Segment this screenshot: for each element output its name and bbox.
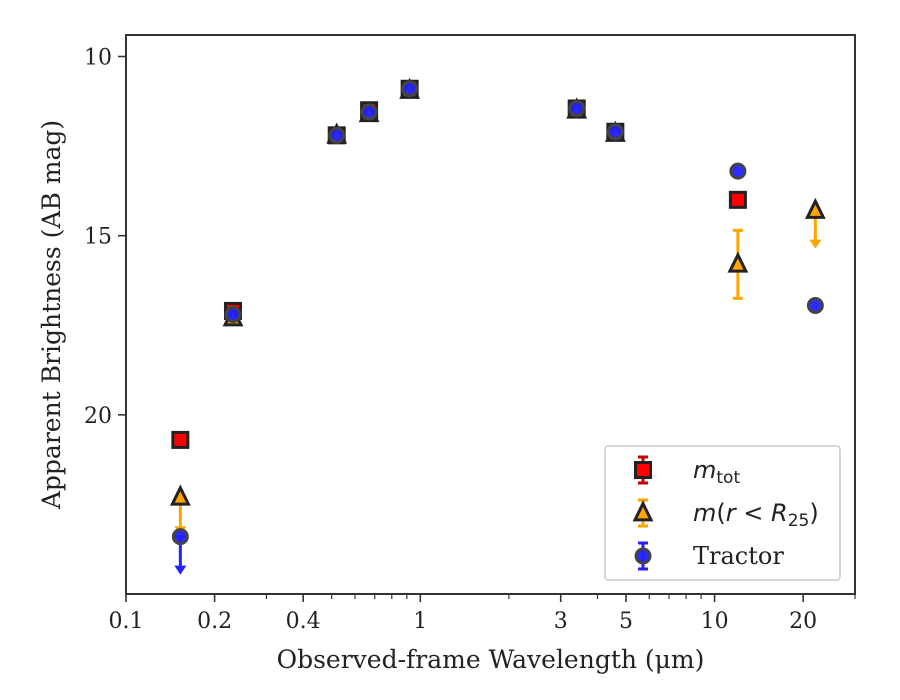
data-point (568, 99, 586, 117)
x-tick-label: 1 (413, 609, 427, 634)
data-point (806, 297, 824, 315)
legend-entry-m-tot: mtot (634, 455, 740, 488)
data-point (401, 80, 419, 98)
legend-marker (632, 500, 654, 522)
legend-label: Tractor (693, 542, 784, 570)
x-tick-label: 0.4 (286, 609, 321, 634)
data-point (606, 123, 624, 141)
y-axis-label: Apparent Brightness (AB mag) (37, 120, 66, 510)
legend-label: mtot (693, 456, 740, 488)
legend-entry-m-r-r25: m(r < R25) (632, 498, 819, 531)
legend-label: m(r < R25) (693, 499, 819, 531)
legend-marker (634, 547, 652, 565)
series-m-tot (171, 79, 747, 449)
data-point (727, 251, 749, 273)
x-tick-label: 5 (619, 609, 633, 634)
data-point (171, 430, 190, 449)
series-tractor (171, 80, 824, 575)
x-tick-label: 20 (789, 609, 817, 634)
upper-limit-head (174, 565, 187, 575)
data-point (728, 190, 747, 209)
data-point (804, 197, 826, 219)
upper-limit-head (809, 239, 822, 249)
data-point (169, 484, 191, 506)
x-tick-label: 10 (701, 609, 729, 634)
legend-entry-tractor: Tractor (634, 541, 784, 571)
y-tick-label: 20 (84, 404, 112, 429)
plot-area (169, 77, 826, 575)
x-tick-label: 0.2 (197, 609, 232, 634)
legend-box (604, 445, 841, 581)
legend: mtot m(r < R25) Tractor (604, 445, 841, 581)
y-tick-label: 15 (84, 225, 112, 250)
x-tick-label: 0.1 (109, 609, 144, 634)
x-axis-label: Observed-frame Wavelength (μm) (277, 645, 705, 674)
plot-frame (125, 34, 856, 595)
axes: 0.1 0.2 0.4 1 3 5 10 20 10 15 20 (84, 34, 856, 634)
data-point (328, 126, 346, 144)
data-point (224, 306, 242, 323)
data-point (729, 162, 747, 180)
legend-marker (634, 461, 652, 479)
y-tick-label: 10 (84, 46, 112, 71)
data-point (171, 528, 189, 546)
x-tick-label: 3 (554, 609, 568, 634)
data-point (360, 103, 378, 121)
